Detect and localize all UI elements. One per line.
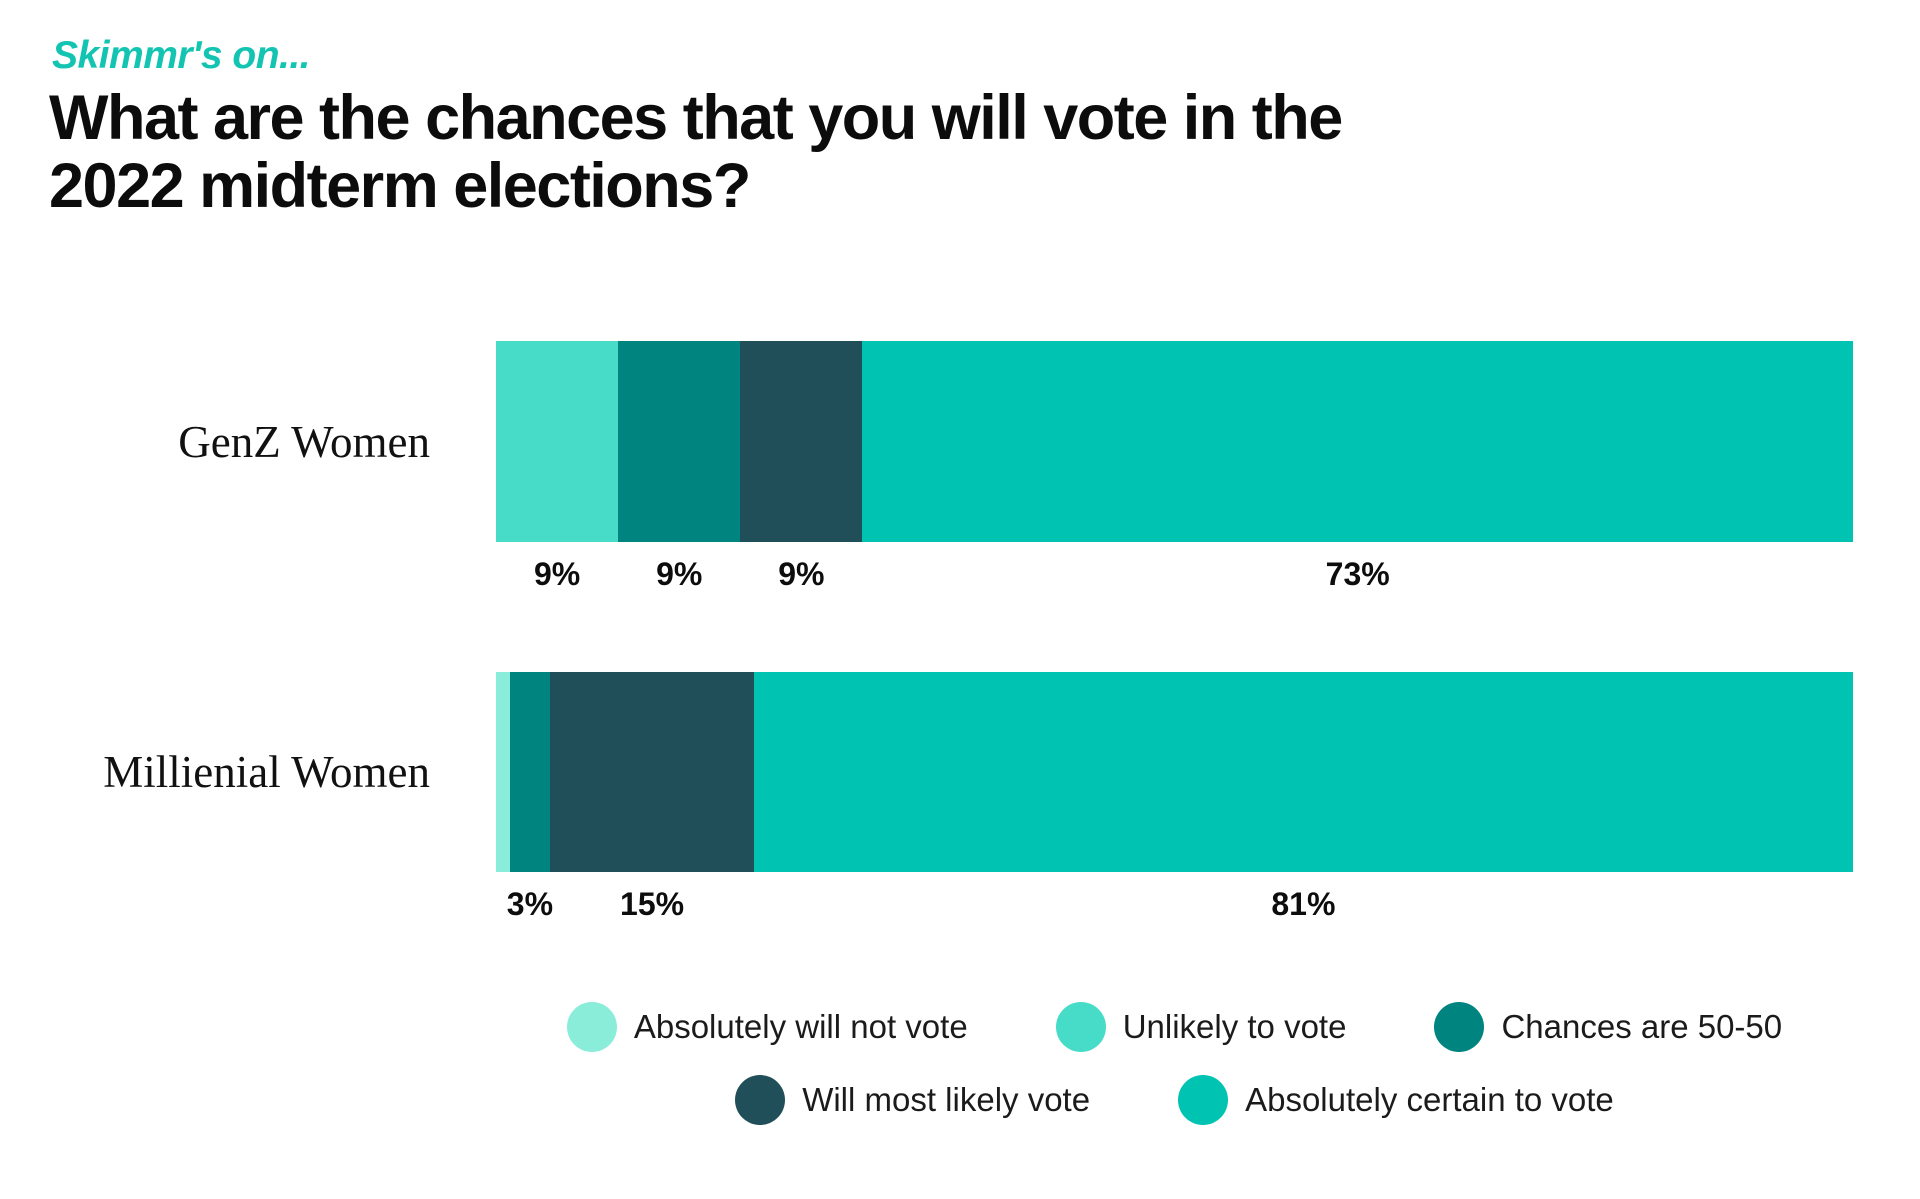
bar-value-labels-millienial-women: 3% 15% 81%	[496, 886, 1853, 930]
legend-row-2: Will most likely vote Absolutely certain…	[496, 1075, 1853, 1125]
legend-item-absolutely-certain-to-vote: Absolutely certain to vote	[1178, 1075, 1614, 1125]
legend-item-will-most-likely-vote: Will most likely vote	[735, 1075, 1090, 1125]
bar-segment	[862, 341, 1853, 542]
legend-label: Absolutely will not vote	[633, 1008, 968, 1045]
stacked-bar-genz-women	[496, 341, 1853, 542]
legend-item-unlikely-to-vote: Unlikely to vote	[1055, 1002, 1347, 1052]
legend-swatch-icon	[1178, 1075, 1229, 1125]
legend-label: Absolutely certain to vote	[1245, 1081, 1614, 1118]
legend-swatch-icon	[735, 1075, 786, 1125]
bar-value-labels-genz-women: 9% 9% 9% 73%	[496, 556, 1853, 600]
bar-segment	[496, 341, 619, 542]
bar-segment	[509, 672, 551, 872]
bar-segment	[618, 341, 741, 542]
bar-value-label: 9%	[778, 556, 825, 592]
brand-eyebrow: Skimmr's on...	[52, 34, 311, 77]
bar-value-label: 15%	[620, 886, 685, 922]
bar-value-label: 73%	[1325, 556, 1390, 592]
chart-title-line-2: 2022 midterm elections?	[49, 151, 751, 221]
bar-value-label: 9%	[533, 556, 581, 592]
bar-segment	[550, 672, 754, 872]
bar-segment	[753, 672, 1853, 872]
bar-value-label: 9%	[656, 556, 703, 592]
legend-label: Will most likely vote	[802, 1081, 1091, 1118]
legend-row-1: Absolutely will not vote Unlikely to vot…	[496, 1002, 1853, 1052]
category-label-millienial-women: Millienial Women	[103, 747, 430, 797]
legend-swatch-icon	[1434, 1002, 1485, 1052]
bar-segment	[740, 341, 863, 542]
stacked-bar-millienial-women	[496, 672, 1853, 872]
bar-value-label: 3%	[506, 886, 554, 922]
legend-label: Unlikely to vote	[1122, 1008, 1347, 1045]
bar-value-label: 81%	[1271, 886, 1336, 922]
legend-swatch-icon	[566, 1002, 617, 1052]
bar-row-genz-women: GenZ Women 9% 9% 9% 73%	[0, 341, 1920, 592]
legend-item-absolutely-will-not-vote: Absolutely will not vote	[566, 1002, 968, 1052]
bar-row-millienial-women: Millienial Women 3% 15% 81%	[0, 672, 1920, 922]
legend-item-chances-50-50: Chances are 50-50	[1434, 1002, 1782, 1052]
bar-segment	[496, 672, 510, 872]
chart-title-line-1: What are the chances that you will vote …	[49, 83, 1343, 153]
legend-label: Chances are 50-50	[1501, 1008, 1783, 1045]
chart-legend: Absolutely will not vote Unlikely to vot…	[496, 1002, 1853, 1148]
category-label-genz-women: GenZ Women	[178, 416, 430, 467]
chart-title: What are the chances that you will vote …	[49, 83, 1343, 221]
legend-swatch-icon	[1055, 1002, 1106, 1052]
